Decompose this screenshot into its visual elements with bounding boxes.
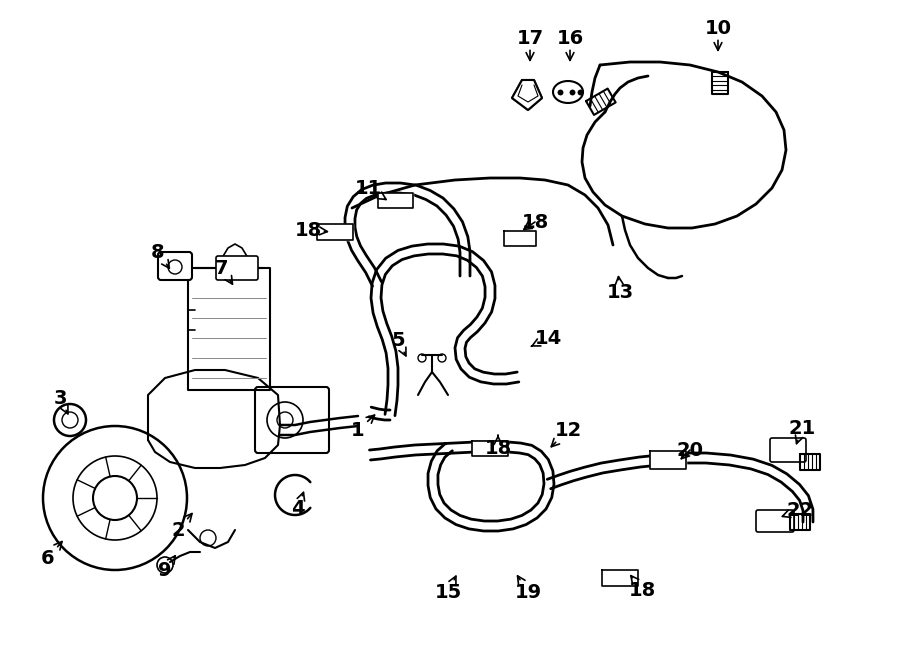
Polygon shape <box>504 231 536 245</box>
Text: 12: 12 <box>552 420 581 447</box>
FancyBboxPatch shape <box>216 256 258 280</box>
Text: 8: 8 <box>151 243 169 268</box>
Text: 14: 14 <box>531 329 562 348</box>
Text: 18: 18 <box>484 436 511 457</box>
Text: 16: 16 <box>556 28 583 60</box>
Text: 21: 21 <box>788 418 815 444</box>
Text: 3: 3 <box>53 389 68 414</box>
Text: 6: 6 <box>41 541 62 568</box>
Polygon shape <box>602 570 638 586</box>
Text: 10: 10 <box>705 19 732 50</box>
Text: 22: 22 <box>782 500 814 520</box>
Text: 1: 1 <box>351 415 374 440</box>
Polygon shape <box>377 192 412 208</box>
FancyBboxPatch shape <box>158 252 192 280</box>
Text: 9: 9 <box>158 556 176 580</box>
Text: 20: 20 <box>677 440 704 459</box>
FancyBboxPatch shape <box>770 438 806 462</box>
Text: 18: 18 <box>521 212 549 231</box>
Text: 2: 2 <box>171 514 192 539</box>
Polygon shape <box>512 80 542 110</box>
Text: 15: 15 <box>435 576 462 602</box>
Text: 19: 19 <box>515 576 542 602</box>
Text: 13: 13 <box>607 276 634 301</box>
Polygon shape <box>650 451 686 469</box>
Text: 18: 18 <box>294 221 328 239</box>
Polygon shape <box>317 224 353 240</box>
Text: 7: 7 <box>215 258 232 284</box>
Ellipse shape <box>553 81 583 103</box>
Text: 17: 17 <box>517 28 544 60</box>
Text: 4: 4 <box>292 492 305 518</box>
Polygon shape <box>472 440 508 455</box>
Text: 11: 11 <box>355 178 386 200</box>
FancyBboxPatch shape <box>756 510 794 532</box>
Text: 18: 18 <box>628 576 655 600</box>
Text: 5: 5 <box>392 330 406 356</box>
